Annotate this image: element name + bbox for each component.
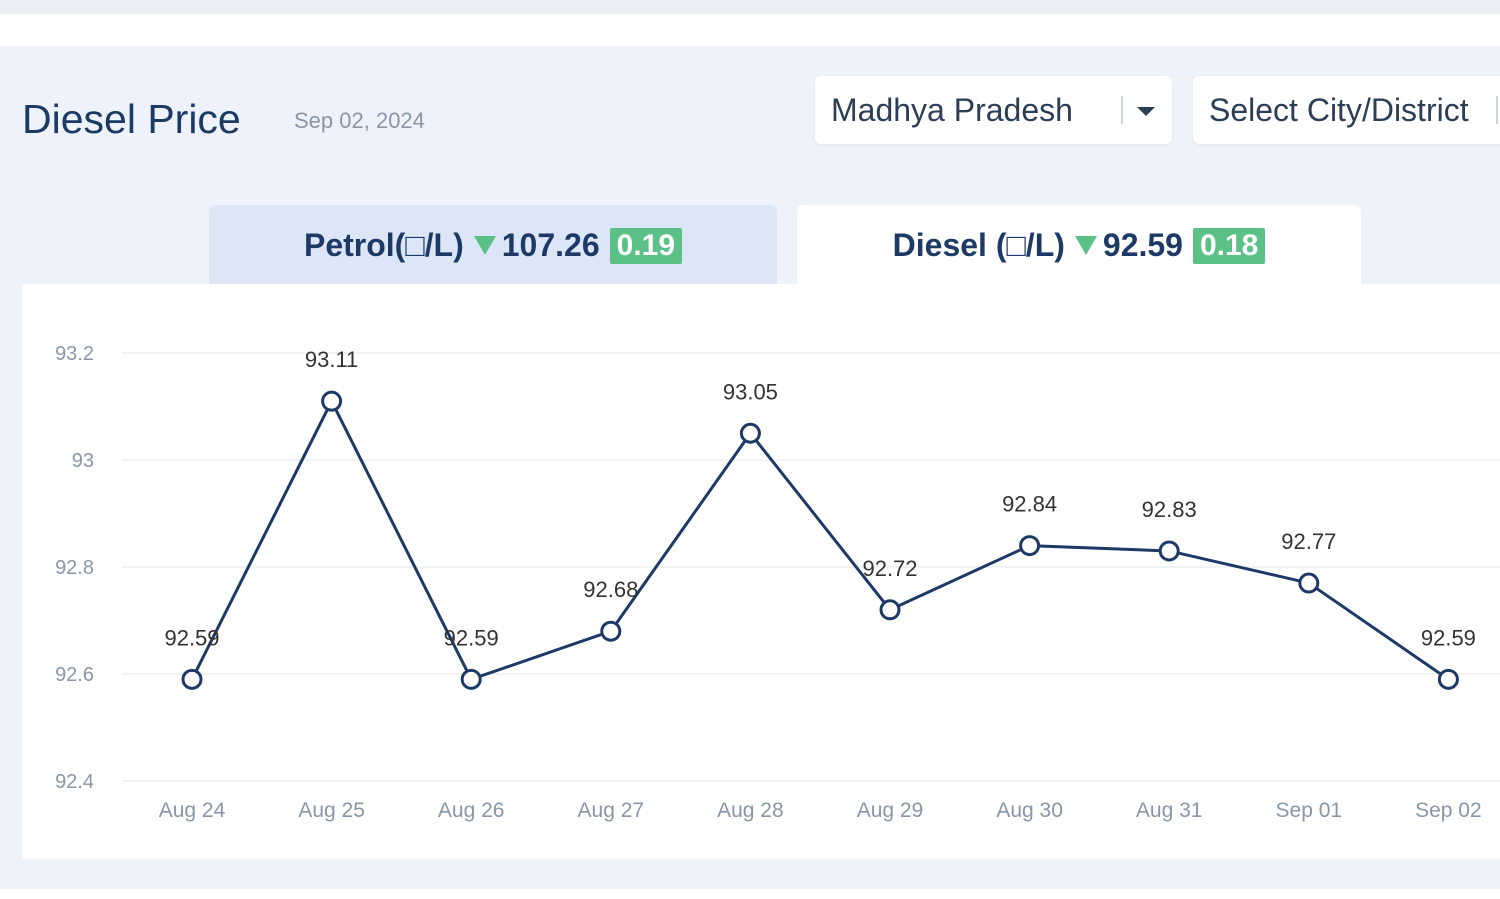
data-label: 92.59 (164, 625, 219, 650)
data-label: 92.84 (1002, 492, 1057, 517)
tab-diesel-price: 92.59 (1102, 227, 1183, 264)
state-select[interactable]: Madhya Pradesh (815, 76, 1172, 144)
data-label: 92.59 (444, 625, 499, 650)
data-label: 92.68 (583, 577, 638, 602)
x-tick-label: Aug 31 (1136, 799, 1203, 822)
data-label: 93.11 (305, 347, 358, 372)
diesel-price-chart: 92.4 92.6 92.8 93 93.2 Aug 24 Aug 25 Aug 26 Aug … (55, 343, 1500, 822)
y-tick-label: 92.8 (55, 557, 94, 579)
y-tick-label: 93.2 (55, 343, 94, 365)
data-label: 92.72 (862, 556, 917, 581)
bottom-strip (0, 889, 1500, 899)
y-tick-label: 92.6 (55, 664, 94, 686)
x-tick-label: Aug 30 (996, 799, 1063, 822)
data-point (1019, 535, 1041, 557)
header-band (0, 14, 1500, 46)
select-separator (1121, 96, 1123, 124)
data-point (1437, 668, 1459, 690)
data-point (181, 668, 203, 690)
chart-card: 92.4 92.6 92.8 93 93.2 Aug 24 Aug 25 Aug 26 Aug … (22, 284, 1500, 859)
city-select-placeholder: Select City/District (1209, 92, 1469, 128)
data-point (460, 668, 482, 690)
page-title: Diesel Price (22, 96, 241, 142)
data-label: 92.83 (1142, 497, 1197, 522)
y-tick-label: 92.4 (55, 771, 94, 793)
data-label: 93.05 (723, 379, 778, 404)
tab-petrol-label: Petrol(□/L) (303, 227, 464, 264)
data-point (600, 620, 622, 642)
data-point (739, 422, 761, 444)
data-point (1158, 540, 1180, 562)
down-arrow-icon (1074, 236, 1097, 256)
price-date: Sep 02, 2024 (294, 108, 425, 133)
down-arrow-icon (473, 236, 496, 256)
select-separator (1496, 96, 1498, 124)
data-label: 92.77 (1281, 529, 1336, 554)
x-tick-label: Aug 25 (298, 799, 365, 822)
state-select-value: Madhya Pradesh (831, 92, 1073, 128)
tab-diesel-label: Diesel (□/L) (892, 227, 1065, 264)
x-tick-label: Aug 28 (717, 799, 784, 822)
data-point (1298, 572, 1320, 594)
tab-diesel-change-badge: 0.18 (1192, 227, 1266, 264)
city-select[interactable]: Select City/District (1193, 76, 1500, 144)
x-tick-label: Sep 01 (1276, 799, 1343, 822)
series-line-diesel (190, 399, 1450, 681)
tab-petrol[interactable]: Petrol(□/L) 107.26 0.19 (209, 205, 777, 285)
x-tick-label: Aug 26 (438, 799, 505, 822)
tab-petrol-price: 107.26 (501, 227, 600, 264)
y-tick-label: 93 (72, 450, 94, 472)
x-tick-label: Aug 24 (159, 799, 226, 822)
data-point (321, 390, 343, 412)
tab-petrol-change-badge: 0.19 (609, 227, 683, 264)
x-tick-label: Aug 29 (857, 799, 924, 822)
top-strip (0, 0, 1500, 14)
data-point (879, 599, 901, 621)
x-tick-label: Sep 02 (1415, 799, 1482, 822)
x-tick-label: Aug 27 (578, 799, 645, 822)
chevron-down-icon[interactable] (1137, 107, 1155, 116)
tab-diesel[interactable]: Diesel (□/L) 92.59 0.18 (797, 205, 1361, 285)
data-label: 92.59 (1421, 625, 1476, 650)
